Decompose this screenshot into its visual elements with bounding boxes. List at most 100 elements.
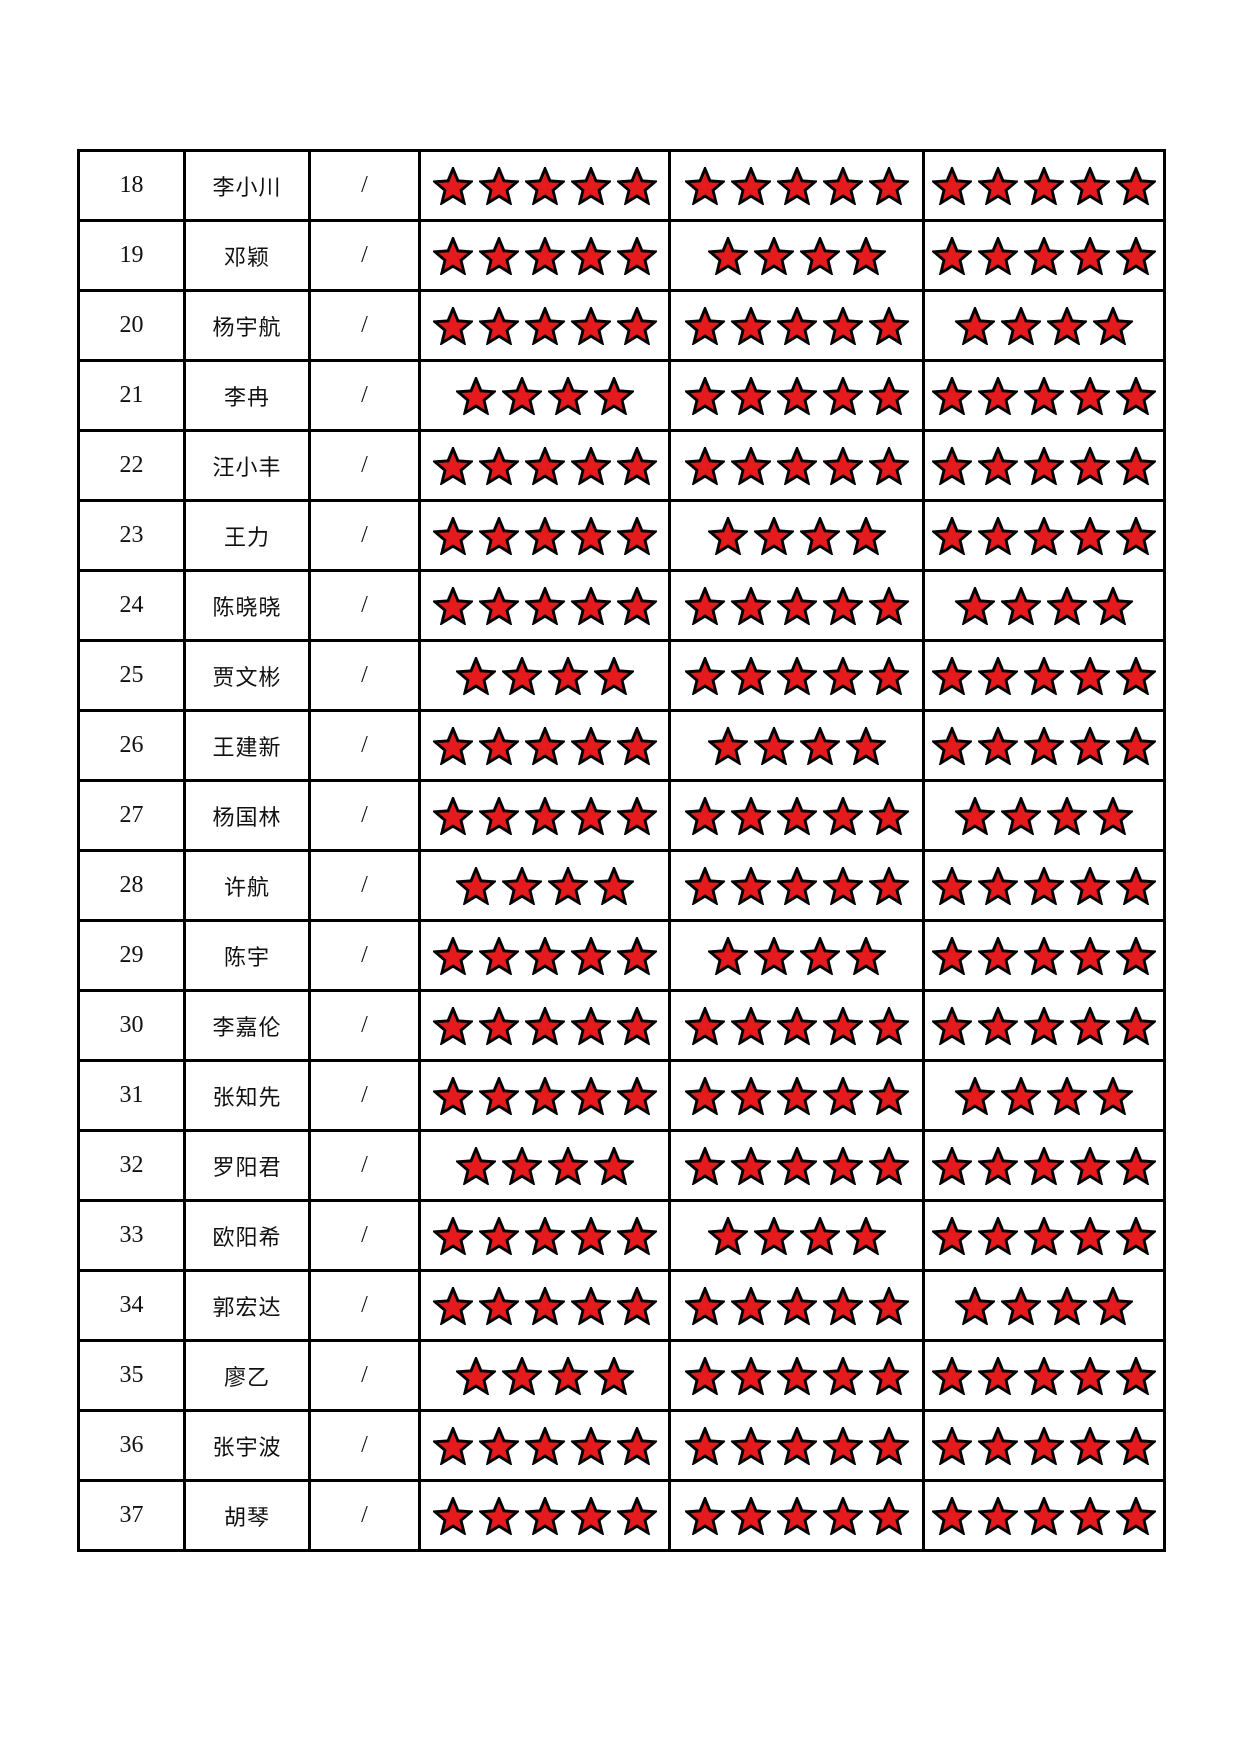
star-icon [455,866,496,905]
star-icon [730,1496,771,1535]
star-icon [955,586,995,625]
star-row [671,866,922,905]
star-icon [684,1146,725,1185]
star-icon [478,446,519,485]
star-icon [501,866,542,905]
star-icon [570,586,611,625]
rating-cell-3 [922,1129,1166,1202]
star-icon [593,866,634,905]
row-number-cell: 26 [77,709,186,782]
star-row [925,1076,1163,1115]
star-icon [570,796,611,835]
star-row [421,1076,668,1115]
star-row [671,796,922,835]
star-icon [799,1216,840,1255]
star-icon [1047,586,1087,625]
person-name-cell: 汪小丰 [183,429,311,502]
star-icon [730,1426,771,1465]
star-icon [776,166,817,205]
star-icon [730,1146,771,1185]
star-icon [822,1286,863,1325]
star-row [925,586,1163,625]
rating-cell-1 [418,289,671,362]
rating-cell-1 [418,499,671,572]
star-icon [501,376,542,415]
star-icon [753,236,794,275]
star-icon [524,936,565,975]
star-icon [616,446,657,485]
star-icon [932,166,972,205]
star-icon [822,446,863,485]
person-name-cell: 许航 [183,849,311,922]
row-number-cell: 20 [77,289,186,362]
star-icon [978,1146,1018,1185]
star-icon [822,1496,863,1535]
star-icon [1116,936,1156,975]
star-icon [955,1286,995,1325]
rating-cell-3 [922,1409,1166,1482]
star-icon [799,936,840,975]
star-row [925,516,1163,555]
rating-cell-1 [418,1059,671,1132]
star-icon [616,1216,657,1255]
star-icon [822,796,863,835]
star-icon [978,936,1018,975]
rating-cell-3 [922,1199,1166,1272]
rating-cell-1 [418,709,671,782]
star-icon [868,1356,909,1395]
person-name-cell: 胡琴 [183,1479,311,1552]
star-icon [978,166,1018,205]
row-number-cell: 36 [77,1409,186,1482]
slash-cell: / [308,1269,421,1342]
table-row: 29 陈宇 / [77,919,1166,992]
star-icon [455,1146,496,1185]
star-icon [478,586,519,625]
rating-cell-2 [668,359,925,432]
rating-cell-3 [922,359,1166,432]
star-row [925,796,1163,835]
star-icon [524,516,565,555]
star-icon [616,166,657,205]
star-icon [932,236,972,275]
rating-table-body: 18 李小川 / 19 邓颖 / 20 杨宇航 / 21 李冉 / 22 汪小丰… [77,149,1166,1552]
star-row [925,1006,1163,1045]
star-icon [432,236,473,275]
star-row [671,236,922,275]
star-icon [978,1006,1018,1045]
star-icon [432,1076,473,1115]
star-row [671,166,922,205]
rating-cell-2 [668,1269,925,1342]
star-icon [1047,306,1087,345]
star-icon [1070,866,1110,905]
star-icon [1093,796,1133,835]
rating-cell-1 [418,149,671,222]
star-icon [432,446,473,485]
star-icon [684,796,725,835]
star-icon [978,1356,1018,1395]
rating-cell-1 [418,1409,671,1482]
star-icon [822,376,863,415]
star-row [421,306,668,345]
star-icon [799,516,840,555]
star-icon [955,796,995,835]
star-icon [868,796,909,835]
star-icon [1024,446,1064,485]
star-icon [478,796,519,835]
star-row [671,1426,922,1465]
star-row [421,1216,668,1255]
star-icon [478,166,519,205]
rating-cell-1 [418,639,671,712]
rating-cell-1 [418,919,671,992]
star-icon [1116,1146,1156,1185]
star-icon [501,1146,542,1185]
star-icon [822,1076,863,1115]
star-icon [932,1356,972,1395]
star-icon [1116,446,1156,485]
star-icon [684,446,725,485]
star-icon [684,1426,725,1465]
star-icon [868,376,909,415]
rating-cell-3 [922,219,1166,292]
star-icon [799,726,840,765]
star-icon [868,586,909,625]
star-icon [524,1286,565,1325]
